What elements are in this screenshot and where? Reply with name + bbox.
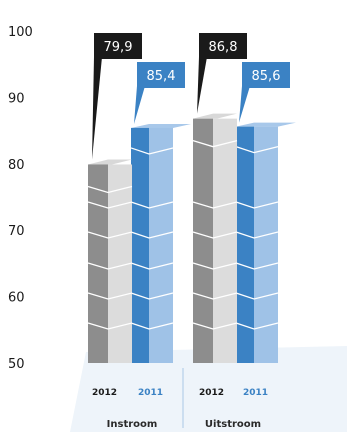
bar-2011 [130,123,191,363]
y-tick-label: 80 [8,158,25,173]
bars: 79,9 85,4 86,8 85,6 [87,33,296,363]
svg-text:85,4: 85,4 [147,69,176,84]
category-label: Uitstroom [205,419,261,430]
year-label-2011: 2011 [138,388,163,398]
y-tick-label: 50 [8,357,25,372]
floor-band [70,346,347,432]
data-label-2012: 79,9 [92,33,142,160]
chart-floor [70,346,347,432]
y-tick-label: 100 [8,25,33,40]
year-label-2012: 2012 [199,388,224,398]
year-label-2011: 2011 [243,388,268,398]
svg-text:85,6: 85,6 [252,69,281,84]
category-labels: 2012 2011 Instroom 2012 2011 Uitstroom [92,388,268,430]
data-label-2011: 85,4 [134,62,185,124]
svg-text:86,8: 86,8 [209,40,238,55]
category-label: Instroom [107,419,158,430]
bar-2012 [87,159,133,363]
y-axis: 50 60 70 80 90 100 [8,25,33,372]
bar-2011 [235,122,296,363]
year-label-2012: 2012 [92,388,117,398]
y-tick-label: 90 [8,91,25,106]
data-label-2011: 85,6 [239,62,290,123]
y-tick-label: 70 [8,224,25,239]
data-label-2012: 86,8 [197,33,247,114]
svg-text:79,9: 79,9 [104,40,133,55]
bar-2012 [192,113,238,363]
y-tick-label: 60 [8,291,25,306]
